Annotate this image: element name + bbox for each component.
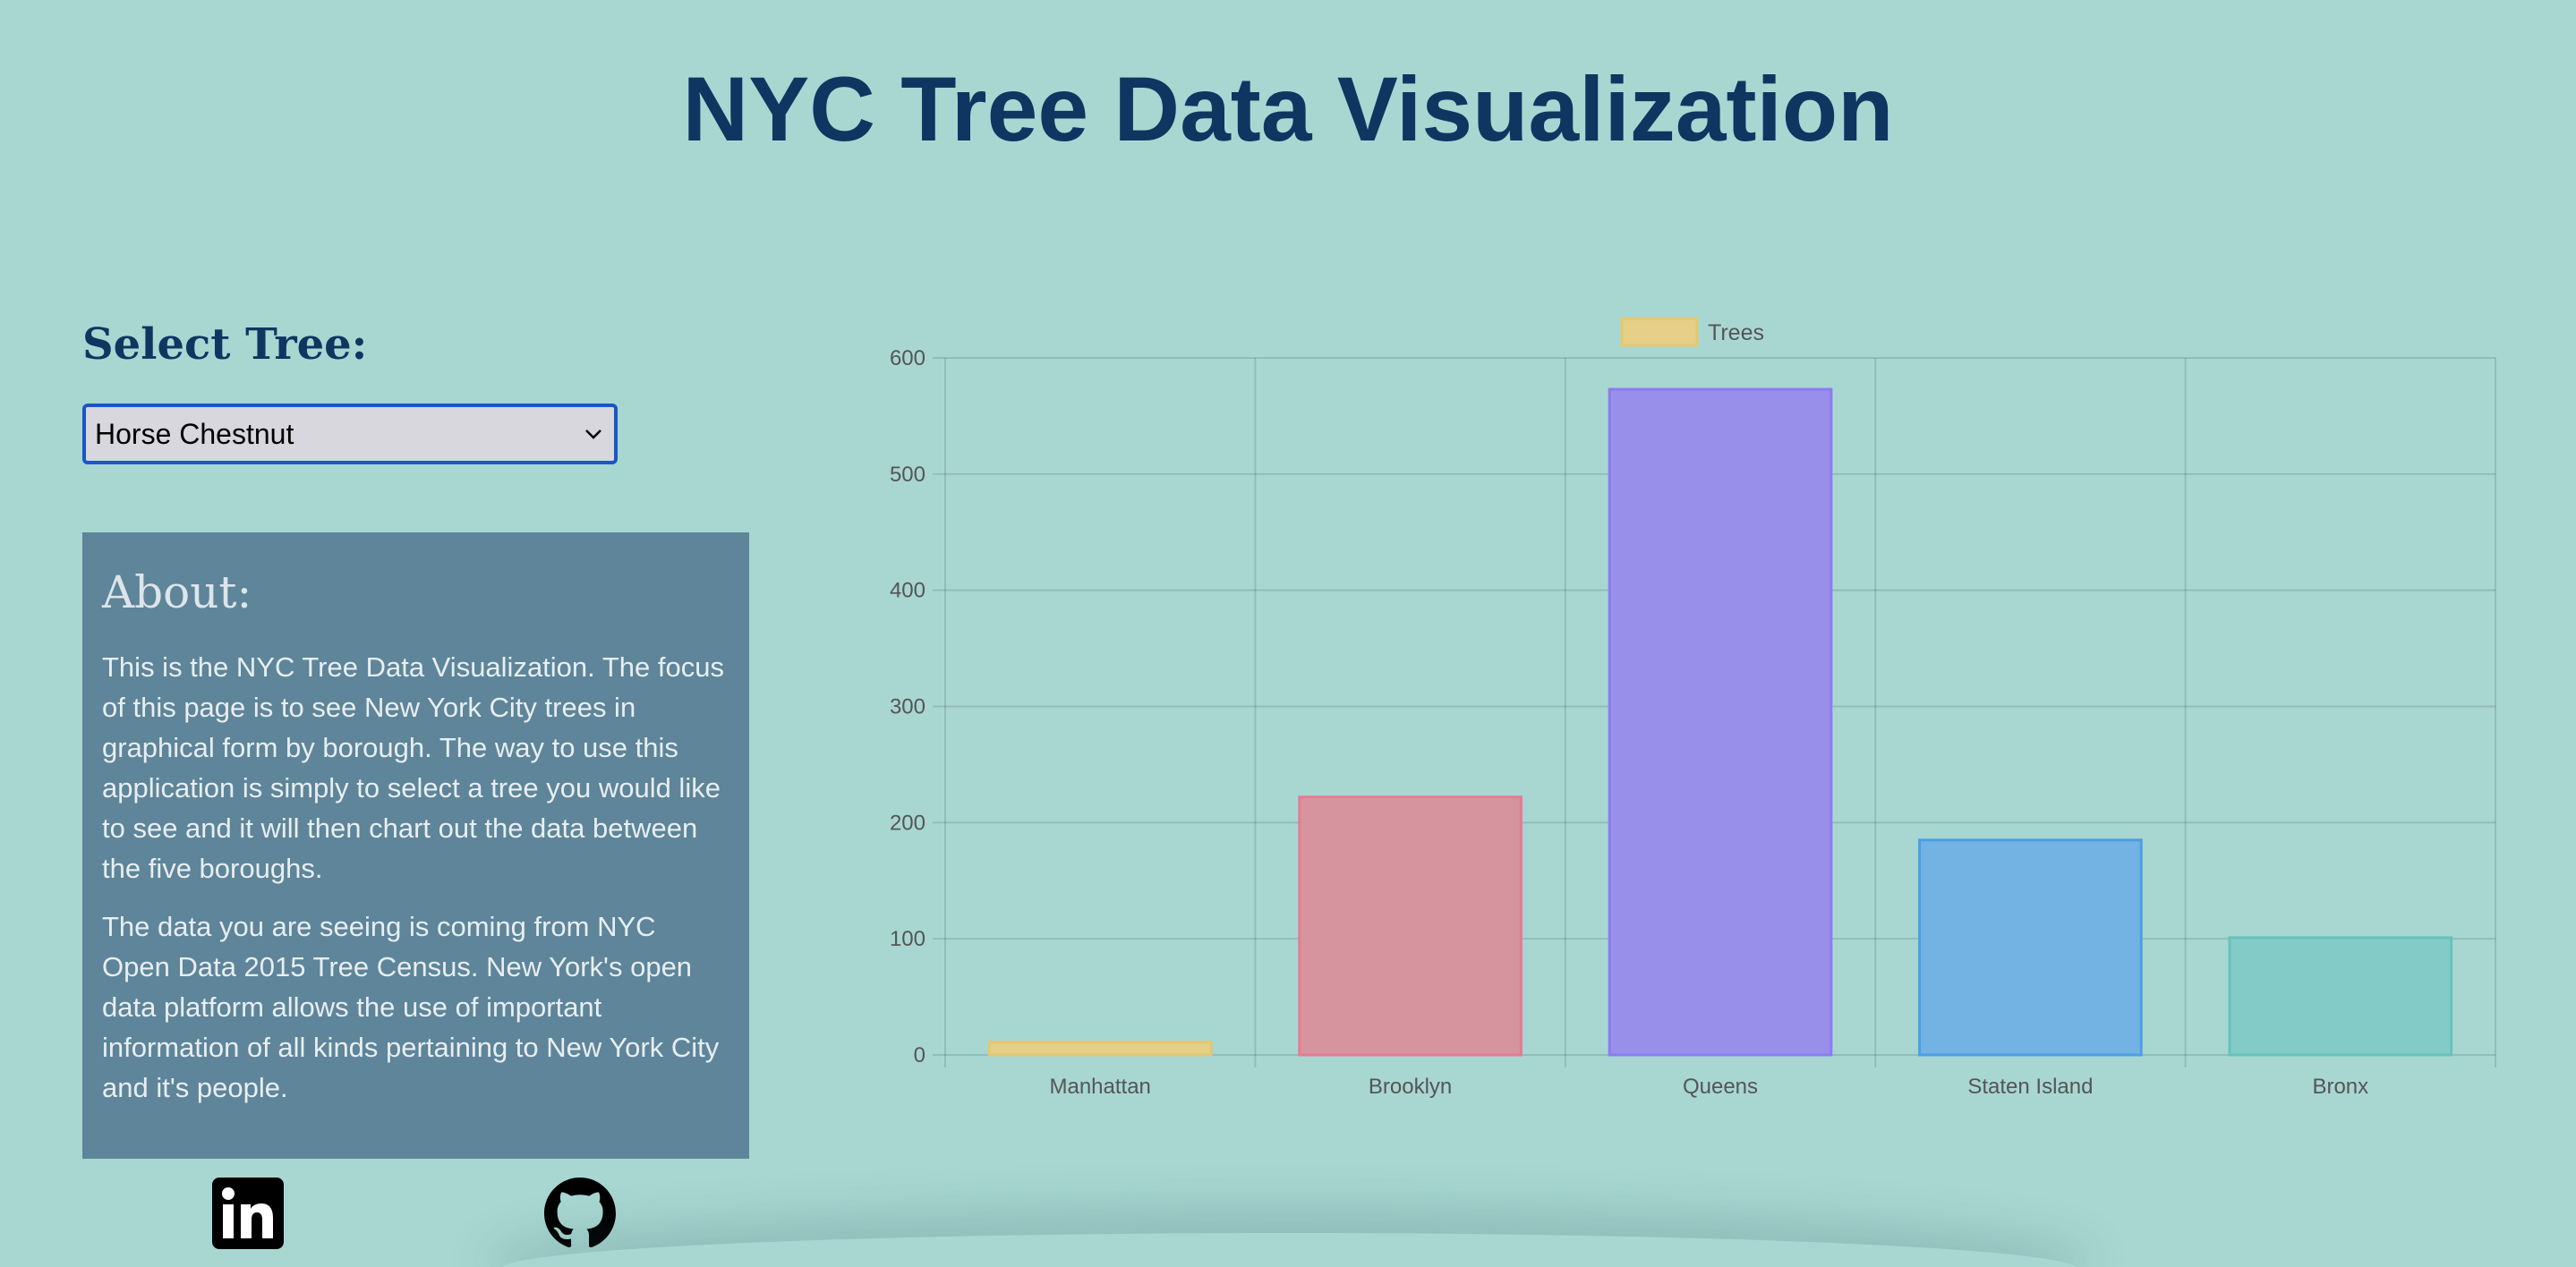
footer-shadow	[501, 1233, 2077, 1267]
y-tick-label: 0	[914, 1043, 925, 1067]
legend-swatch	[1620, 317, 1699, 347]
bar-staten-island	[1918, 838, 2143, 1057]
about-panel: About: This is the NYC Tree Data Visuali…	[82, 532, 749, 1159]
legend-label: Trees	[1708, 320, 1764, 345]
about-paragraph: The data you are seeing is coming from N…	[102, 911, 720, 1103]
x-tick-label: Bronx	[2312, 1075, 2368, 1099]
y-tick-label: 200	[890, 811, 925, 835]
y-tick-label: 500	[890, 463, 925, 487]
x-tick-label: Manhattan	[1049, 1075, 1150, 1099]
linkedin-icon	[212, 1177, 284, 1254]
page-title: NYC Tree Data Visualization	[682, 58, 1894, 160]
x-tick-label: Brooklyn	[1369, 1075, 1452, 1099]
linkedin-link[interactable]	[212, 1177, 284, 1254]
github-link[interactable]	[544, 1177, 616, 1254]
y-tick-label: 100	[890, 927, 925, 951]
tree-select-value: Horse Chestnut	[95, 417, 294, 450]
select-tree-label: Select Tree:	[82, 319, 368, 370]
bar-manhattan	[987, 1041, 1213, 1057]
y-tick-label: 400	[890, 579, 925, 603]
tree-chart: 0 100 200 300 400 500 600 Manhattan Brooklyn Quee…	[859, 295, 2506, 1118]
about-paragraph: This is the NYC Tree Data Visualization.…	[102, 651, 724, 884]
y-tick-label: 300	[890, 695, 925, 719]
x-tick-label: Queens	[1683, 1075, 1758, 1099]
bar-queens	[1608, 387, 1833, 1057]
x-tick-label: Staten Island	[1967, 1075, 2093, 1099]
tree-select[interactable]: Horse Chestnut	[82, 404, 618, 464]
github-icon	[544, 1177, 616, 1254]
bar-bronx	[2228, 936, 2453, 1057]
about-heading: About:	[102, 566, 252, 618]
chevron-down-icon	[582, 422, 605, 446]
bar-brooklyn	[1298, 795, 1523, 1057]
y-tick-label: 600	[890, 346, 925, 370]
chart-svg: 0 100 200 300 400 500 600 Manhattan Brooklyn Quee…	[890, 317, 2496, 1099]
